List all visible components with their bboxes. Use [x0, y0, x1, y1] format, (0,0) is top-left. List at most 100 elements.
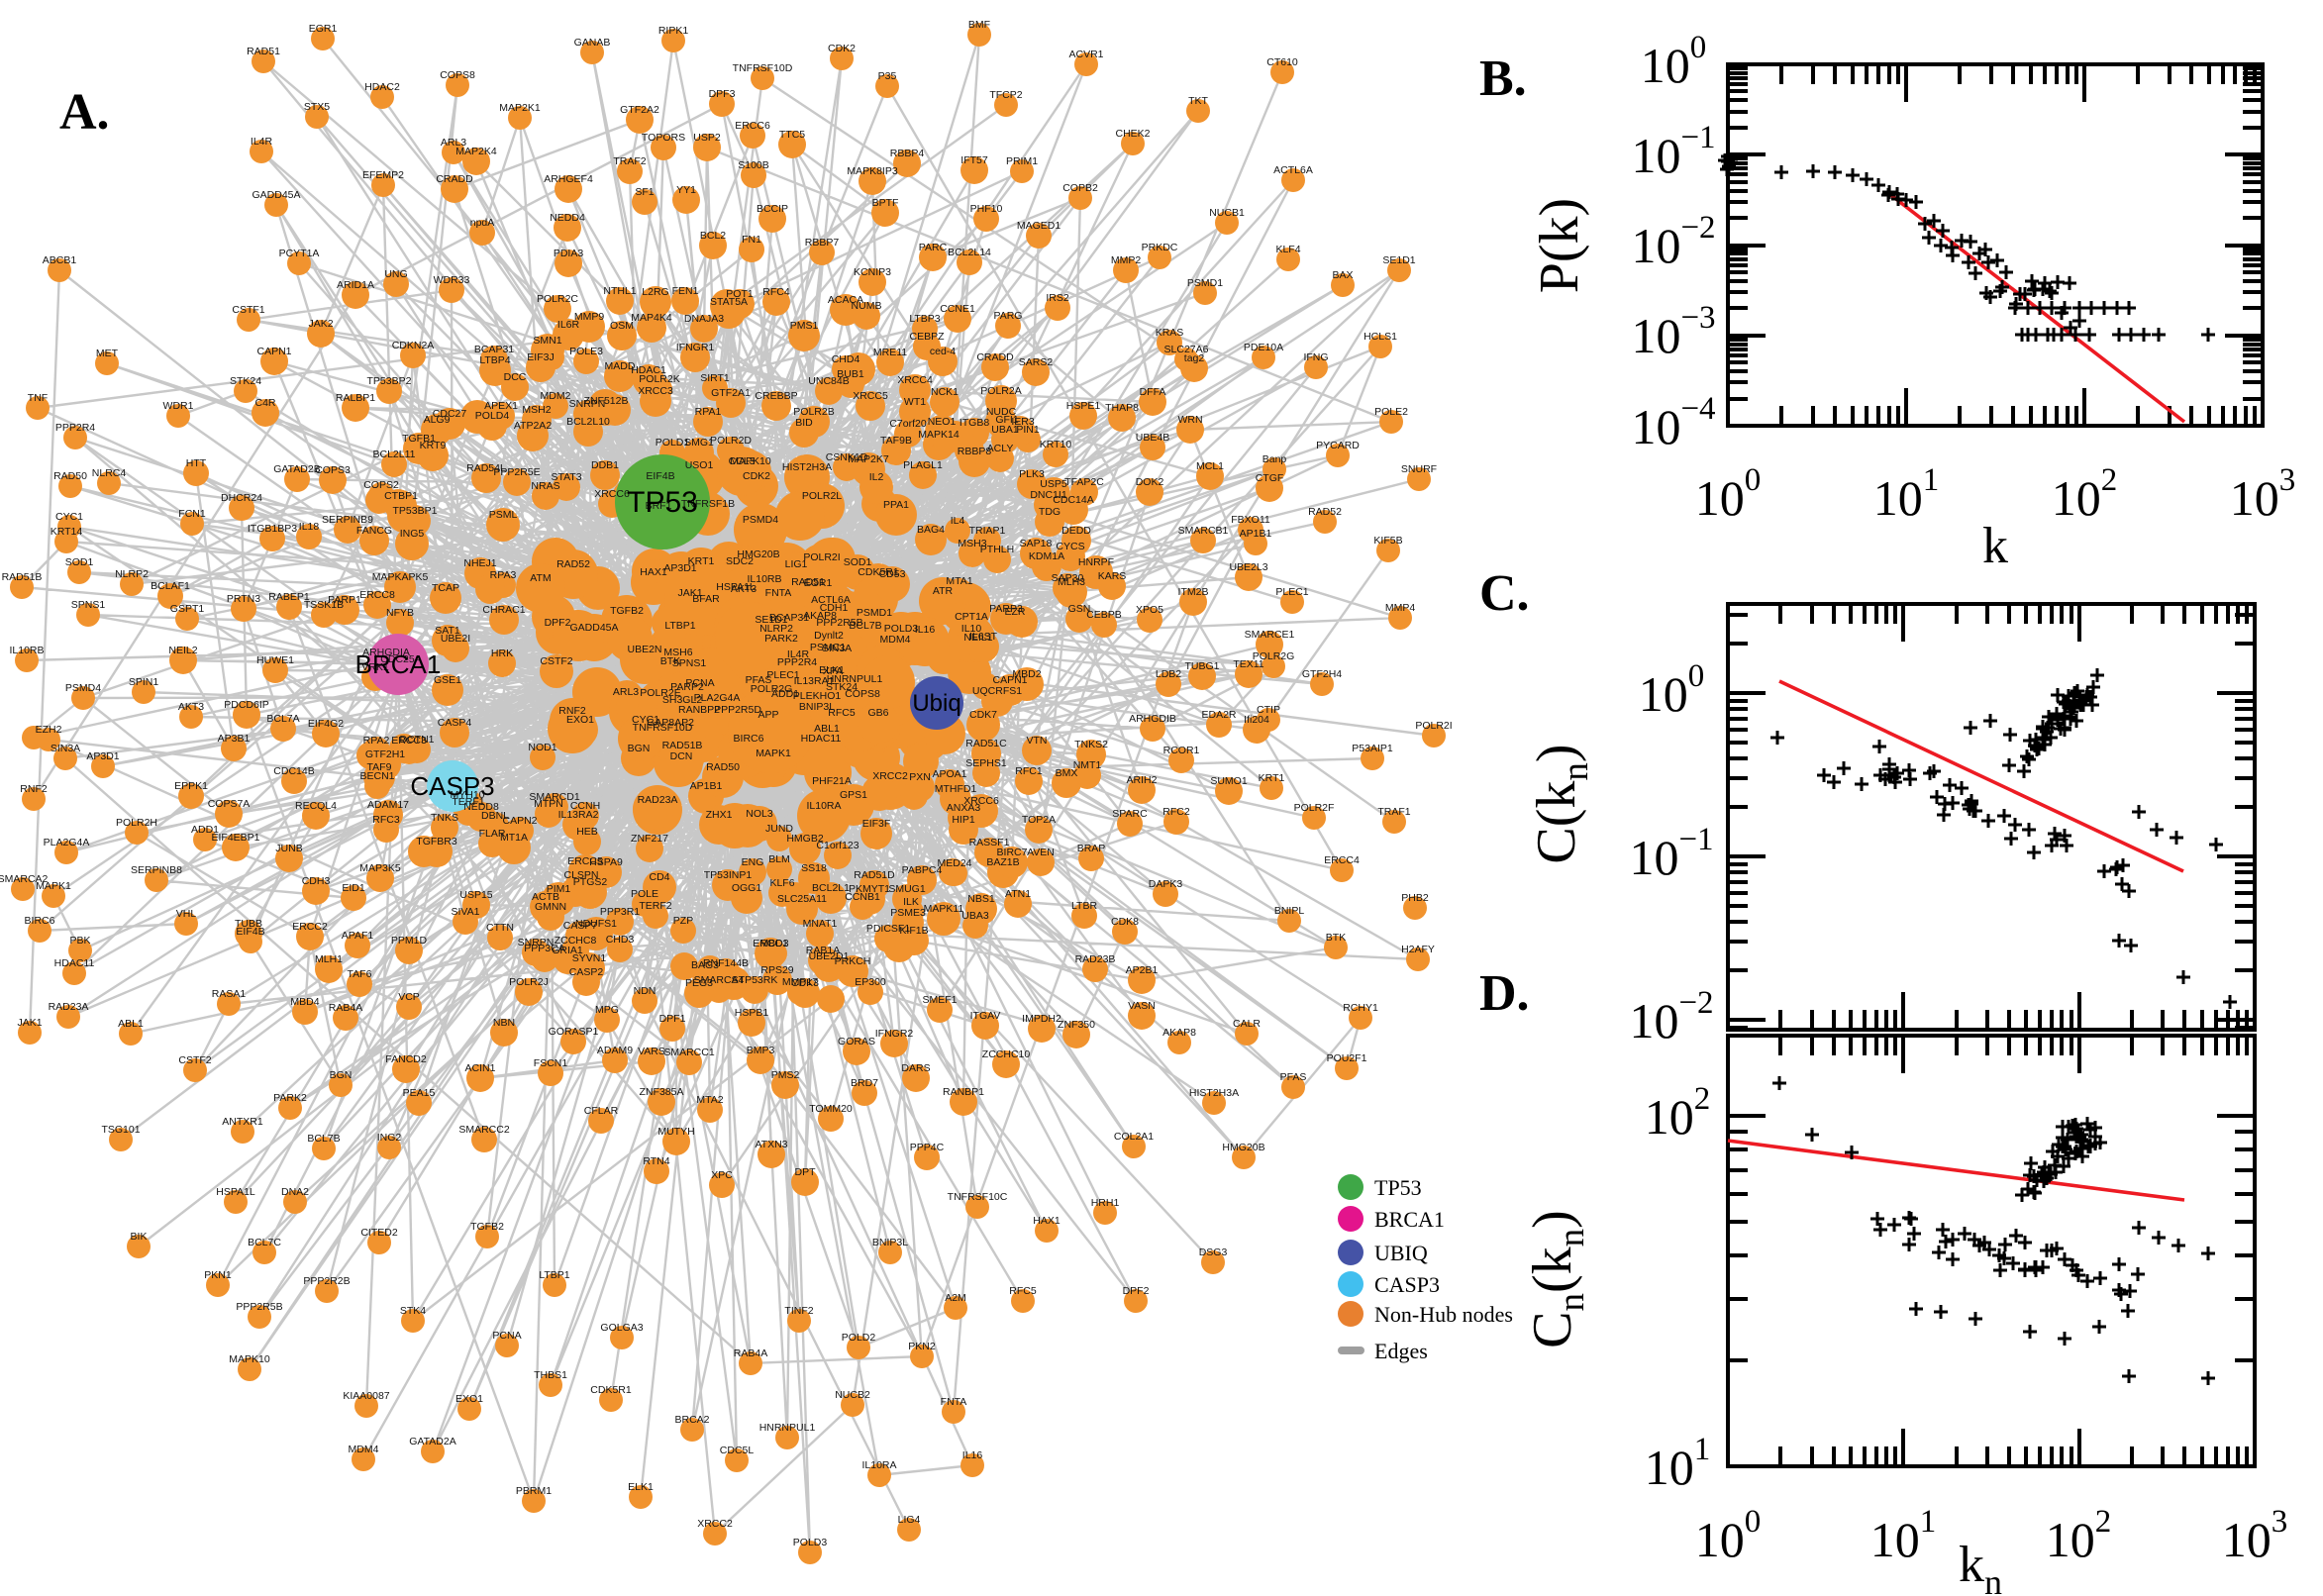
svg-text:POU2F1: POU2F1 [1327, 1052, 1367, 1064]
svg-text:NEDD8: NEDD8 [463, 801, 499, 813]
svg-text:CRADD: CRADD [436, 173, 473, 185]
svg-text:MAP2K7: MAP2K7 [848, 453, 889, 465]
svg-text:PPP4C: PPP4C [910, 1142, 945, 1153]
svg-text:EPPK1: EPPK1 [174, 780, 208, 792]
svg-text:CT610: CT610 [1266, 56, 1298, 68]
svg-text:FLAR: FLAR [479, 828, 506, 840]
svg-text:PPP3R1: PPP3R1 [600, 906, 640, 918]
svg-text:ELK1: ELK1 [628, 1481, 654, 1493]
svg-text:P(k): P(k) [1529, 198, 1590, 293]
svg-text:XRCC5: XRCC5 [853, 390, 888, 402]
svg-text:CAPN2: CAPN2 [502, 815, 537, 827]
svg-text:SMARCA2: SMARCA2 [0, 873, 49, 885]
svg-text:DFFA: DFFA [1140, 386, 1166, 398]
svg-text:TP53INP1: TP53INP1 [704, 869, 753, 881]
svg-text:CDK5R1: CDK5R1 [590, 1384, 632, 1396]
svg-text:DNAJA3: DNAJA3 [684, 313, 724, 325]
svg-text:ANTXR1: ANTXR1 [222, 1116, 263, 1128]
svg-text:KLF6: KLF6 [769, 877, 794, 889]
svg-text:RBBP7: RBBP7 [805, 237, 840, 249]
svg-text:RAD51B: RAD51B [662, 740, 703, 751]
svg-text:AKAP8: AKAP8 [1162, 1027, 1196, 1039]
svg-text:KIF1B: KIF1B [899, 925, 928, 937]
svg-text:ced-4: ced-4 [930, 346, 956, 357]
svg-text:PLK3: PLK3 [1019, 468, 1045, 480]
svg-text:OGG1: OGG1 [732, 882, 762, 894]
svg-text:BRCA1: BRCA1 [1374, 1207, 1445, 1232]
svg-text:THAP8: THAP8 [1105, 402, 1139, 414]
svg-text:HIST2H3A: HIST2H3A [782, 461, 832, 473]
svg-text:FNTA: FNTA [765, 587, 792, 599]
svg-text:P35: P35 [878, 70, 897, 82]
svg-text:MAGED1: MAGED1 [1017, 220, 1061, 232]
svg-text:C7orf20: C7orf20 [889, 418, 927, 430]
svg-text:CDK7: CDK7 [969, 709, 997, 721]
svg-text:DBNL: DBNL [481, 810, 509, 822]
svg-text:PBK: PBK [69, 935, 90, 947]
svg-text:C4R: C4R [254, 397, 275, 409]
svg-text:PARP2: PARP2 [670, 681, 704, 693]
svg-text:CRADD: CRADD [976, 351, 1014, 363]
svg-text:MAPK1: MAPK1 [36, 880, 71, 892]
svg-text:RPA3: RPA3 [490, 569, 517, 581]
svg-text:MET: MET [96, 348, 119, 359]
svg-text:PEA15: PEA15 [403, 1087, 436, 1099]
svg-text:ABL1: ABL1 [118, 1018, 144, 1030]
svg-text:C1orf123: C1orf123 [816, 840, 858, 851]
svg-text:GB6: GB6 [867, 707, 888, 719]
svg-text:IL4R: IL4R [251, 136, 273, 148]
svg-text:POLR2B: POLR2B [793, 406, 834, 418]
svg-text:MNAT1: MNAT1 [803, 918, 838, 930]
svg-text:ATP2A2: ATP2A2 [514, 420, 552, 432]
svg-text:AP3B1: AP3B1 [218, 733, 251, 745]
svg-text:MDM2: MDM2 [541, 390, 571, 402]
svg-text:MLH1: MLH1 [315, 953, 343, 965]
svg-text:HEB: HEB [576, 826, 598, 838]
svg-text:PPP2R2B: PPP2R2B [303, 1275, 350, 1287]
svg-text:MMP17: MMP17 [782, 976, 818, 988]
svg-text:ANXA3: ANXA3 [947, 802, 981, 814]
svg-text:ZNF385A: ZNF385A [640, 1086, 684, 1098]
svg-text:RPA2: RPA2 [363, 735, 390, 747]
svg-text:COPS7A: COPS7A [208, 798, 251, 810]
svg-text:MUTYH: MUTYH [657, 1126, 694, 1138]
svg-text:DCTN1: DCTN1 [399, 734, 434, 746]
svg-text:CHD4: CHD4 [832, 353, 860, 365]
svg-text:TOPORS: TOPORS [642, 132, 685, 144]
svg-text:GTF2A1: GTF2A1 [711, 387, 751, 399]
svg-text:GORASP1: GORASP1 [549, 1026, 599, 1038]
svg-text:MRE11: MRE11 [873, 347, 907, 358]
svg-text:EIF4B: EIF4B [236, 926, 264, 938]
svg-text:PARG: PARG [994, 310, 1023, 322]
svg-text:ATR: ATR [933, 585, 954, 597]
svg-text:TRAF1: TRAF1 [1377, 806, 1410, 818]
svg-text:MBD3: MBD3 [759, 938, 788, 949]
svg-text:GSPT1: GSPT1 [170, 603, 205, 615]
svg-text:RBBP4: RBBP4 [890, 148, 925, 159]
svg-text:ATN1: ATN1 [1005, 888, 1031, 900]
svg-text:SMARCA4: SMARCA4 [694, 974, 745, 986]
svg-text:PSMD4: PSMD4 [65, 682, 101, 694]
svg-text:DPF3: DPF3 [709, 88, 736, 100]
svg-text:MAPK8IP3: MAPK8IP3 [847, 165, 898, 177]
svg-text:TSG101: TSG101 [101, 1124, 140, 1136]
svg-text:EZH2: EZH2 [36, 724, 62, 736]
svg-text:GTF2A2: GTF2A2 [620, 104, 659, 116]
svg-text:RAD51: RAD51 [791, 576, 825, 588]
svg-text:NFYB: NFYB [386, 607, 414, 619]
svg-text:POLR2J: POLR2J [509, 976, 549, 988]
svg-text:10−3: 10−3 [1631, 300, 1715, 363]
svg-text:SAP18: SAP18 [1020, 538, 1053, 549]
svg-text:SOD1: SOD1 [844, 556, 872, 568]
svg-text:H2AFY: H2AFY [1401, 944, 1435, 955]
svg-text:GRIA1: GRIA1 [552, 945, 583, 956]
svg-text:NBS1: NBS1 [967, 893, 995, 905]
svg-text:ZCCHC8: ZCCHC8 [555, 935, 597, 947]
svg-text:SMARCC1: SMARCC1 [663, 1047, 715, 1058]
svg-text:ELK1: ELK1 [819, 664, 845, 676]
svg-text:USO1: USO1 [685, 459, 714, 471]
svg-text:POLR2I: POLR2I [803, 551, 840, 563]
svg-text:COL2A1: COL2A1 [1114, 1131, 1154, 1143]
svg-text:Banp: Banp [1262, 453, 1287, 465]
svg-text:Ubiq: Ubiq [912, 690, 960, 717]
